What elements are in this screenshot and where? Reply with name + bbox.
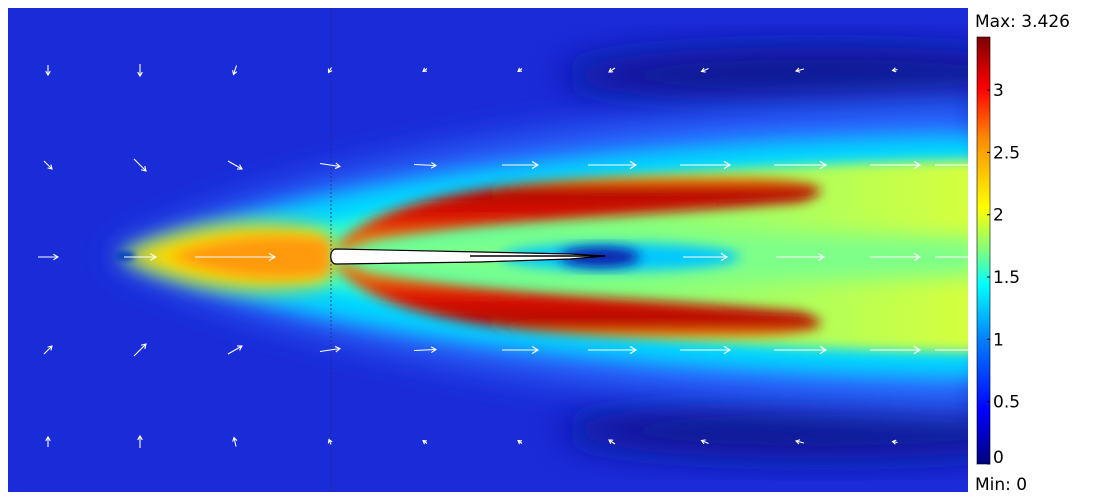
colorbar-min-label: Min: 0 xyxy=(975,475,1028,495)
velocity-arrow xyxy=(43,345,53,355)
velocity-arrow xyxy=(870,345,922,355)
velocity-arrow xyxy=(794,67,805,73)
velocity-arrow xyxy=(608,67,616,73)
velocity-arrow xyxy=(137,434,143,448)
velocity-arrow xyxy=(891,439,898,445)
velocity-arrow xyxy=(133,343,147,357)
velocity-arrow xyxy=(43,160,53,170)
velocity-arrow xyxy=(870,252,922,262)
velocity-arrow xyxy=(124,253,158,261)
velocity-arrow xyxy=(319,162,342,170)
colorbar-tick-label: 1.5 xyxy=(993,268,1020,288)
velocity-arrow xyxy=(327,67,333,74)
velocity-arrow xyxy=(794,439,805,445)
colorbar-tick-label: 3 xyxy=(993,81,1004,101)
velocity-arrow xyxy=(776,252,826,262)
velocity-arrows xyxy=(38,64,987,448)
colorbar-tick-label: 0 xyxy=(993,448,1004,468)
velocity-arrow xyxy=(45,65,51,77)
velocity-arrow xyxy=(232,436,238,447)
velocity-arrow xyxy=(319,345,342,353)
velocity-arrow xyxy=(137,64,143,78)
colorbar: 0 0.5 1 1.5 2 2.5 3 xyxy=(976,36,1020,468)
velocity-arrow xyxy=(502,161,540,169)
velocity-arrow xyxy=(891,67,898,73)
colorbar-tick-label: 0.5 xyxy=(993,393,1020,413)
velocity-arrow xyxy=(700,67,709,73)
velocity-arrow xyxy=(413,161,438,169)
velocity-arrow xyxy=(870,160,922,170)
velocity-arrow xyxy=(774,160,828,170)
velocity-arrow xyxy=(588,160,638,170)
velocity-arrow xyxy=(517,67,523,73)
velocity-arrow xyxy=(327,438,333,445)
velocity-arrow xyxy=(133,158,147,172)
velocity-arrow xyxy=(195,252,277,262)
velocity-arrow xyxy=(700,439,709,445)
colorbar-tick-label: 1 xyxy=(993,330,1004,350)
heatmap-field xyxy=(8,8,968,492)
velocity-arrow xyxy=(413,346,438,354)
velocity-arrow xyxy=(588,345,638,355)
velocity-arrow xyxy=(38,253,60,261)
velocity-arrow xyxy=(232,65,238,76)
colorbar-ticks: 0 0.5 1 1.5 2 2.5 3 xyxy=(987,81,1020,468)
velocity-arrow xyxy=(608,439,616,445)
velocity-arrow xyxy=(227,345,243,355)
velocity-arrow xyxy=(422,67,428,73)
colorbar-tick-label: 2.5 xyxy=(993,143,1020,163)
colorbar-tick-label: 2 xyxy=(993,206,1004,226)
velocity-arrow xyxy=(683,252,729,262)
colorbar-gradient xyxy=(977,37,990,464)
velocity-arrow xyxy=(502,346,540,354)
velocity-arrow xyxy=(774,345,828,355)
colorbar-max-label: Max: 3.426 xyxy=(975,12,1070,32)
velocity-arrow xyxy=(45,435,51,447)
velocity-arrow xyxy=(422,439,428,445)
velocity-arrow xyxy=(227,160,243,170)
velocity-arrow xyxy=(680,345,732,355)
velocity-arrow xyxy=(680,160,732,170)
velocity-arrow xyxy=(517,439,523,445)
